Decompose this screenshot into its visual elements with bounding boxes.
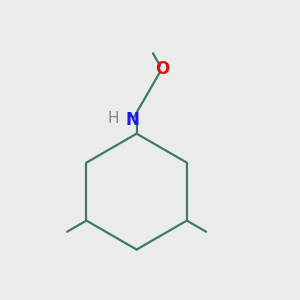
Text: H: H (107, 111, 118, 126)
Text: N: N (125, 111, 139, 129)
Text: O: O (155, 60, 169, 78)
